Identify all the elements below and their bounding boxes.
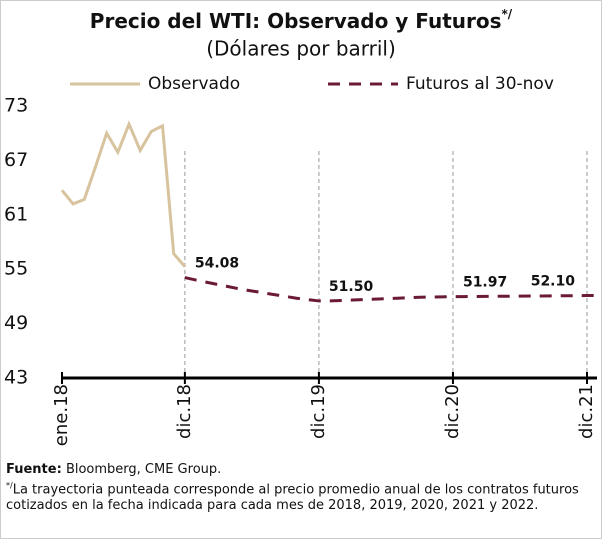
title-text: Precio del WTI: Observado y Futuros [90, 9, 502, 33]
legend-label: Observado [148, 74, 240, 94]
legend-label: Futuros al 30-nov [406, 74, 554, 94]
y-tick-label: 49 [4, 312, 28, 334]
source-text: Bloomberg, CME Group. [65, 462, 222, 477]
note: */La trayectoria punteada corresponde al… [6, 478, 596, 514]
x-tick-label: dic.20 [442, 384, 463, 439]
y-tick-label: 67 [4, 149, 28, 171]
footnote: Fuente: Bloomberg, CME Group. */La traye… [6, 462, 596, 514]
series-line [60, 120, 186, 268]
y-tick-label: 61 [4, 203, 28, 225]
y-tick-label: 55 [4, 258, 28, 280]
data-label: 51.50 [329, 279, 374, 295]
y-tick-label: 43 [4, 367, 28, 389]
note-mark: */ [6, 481, 13, 490]
y-tick-label: 73 [4, 95, 28, 117]
x-tick-label: ene.18 [51, 384, 72, 446]
data-label: 51.97 [463, 275, 507, 291]
x-tick-label: dic.21 [576, 384, 597, 439]
data-label: 52.10 [531, 273, 576, 289]
x-tick-label: dic.19 [308, 384, 329, 439]
series-line [184, 276, 599, 303]
source: Fuente: Bloomberg, CME Group. [6, 462, 596, 478]
note-text: La trayectoria punteada corresponde al p… [6, 482, 579, 514]
data-label: 54.08 [195, 256, 239, 272]
chart-title: Precio del WTI: Observado y Futuros*/ [90, 7, 513, 33]
title-mark: */ [502, 7, 513, 21]
chart-subtitle: (Dólares por barril) [206, 37, 396, 61]
source-label: Fuente: [6, 462, 62, 477]
x-tick-label: dic.18 [174, 384, 195, 439]
